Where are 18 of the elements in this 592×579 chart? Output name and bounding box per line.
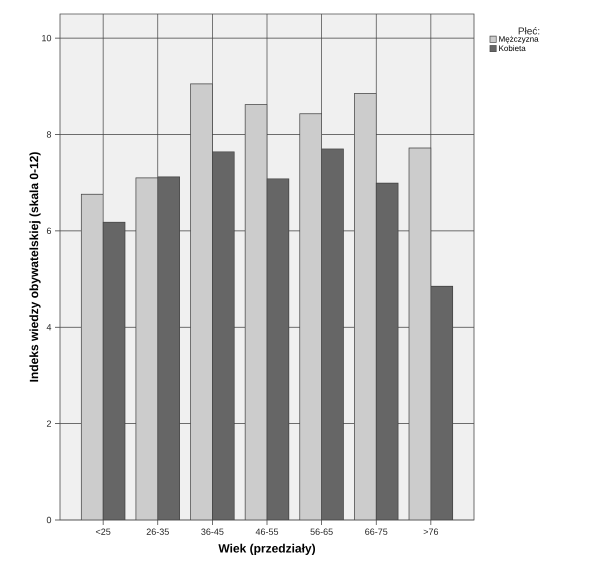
y-tick-label: 8 — [46, 131, 52, 138]
x-tick-label: 46-55 — [256, 528, 278, 535]
y-axis-title: Indeks wiedzy obywatelskiej (skala 0-12) — [29, 152, 41, 382]
x-axis-title: Wiek (przedziały) — [218, 544, 316, 555]
y-tick-label: 4 — [46, 324, 52, 330]
x-tick-label: 36-45 — [201, 528, 224, 535]
x-tick-label: <25 — [96, 528, 110, 535]
y-tick-label: 6 — [46, 228, 52, 234]
legend-label: Mężczyzna — [499, 36, 539, 44]
x-tick-label: 66-75 — [365, 528, 388, 535]
y-tick-label: 10 — [42, 34, 52, 42]
y-tick-label: 0 — [46, 516, 52, 524]
x-tick-label: 26-35 — [146, 528, 169, 535]
x-tick-label: >76 — [424, 528, 438, 535]
legend-title: Płeć: — [518, 26, 540, 34]
y-tick-label: 2 — [46, 420, 52, 427]
x-tick-label: 56-65 — [310, 528, 333, 535]
legend-label: Kobieta — [499, 45, 526, 52]
